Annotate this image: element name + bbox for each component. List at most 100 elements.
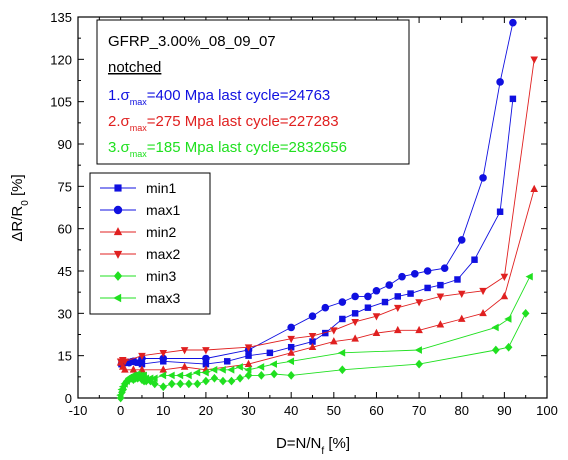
x-tick-label: -10 [69, 403, 88, 418]
y-tick-label: 45 [58, 264, 72, 279]
x-tick-label: 100 [536, 403, 558, 418]
data-point-min3 [142, 376, 151, 386]
annotation-line1: GFRP_3.00%_08_09_07 [108, 33, 276, 50]
data-point-max3 [158, 371, 167, 380]
data-point-min3 [159, 382, 168, 392]
data-point-max3 [210, 365, 218, 374]
data-point-min3 [270, 369, 278, 379]
data-point-min1 [471, 256, 478, 263]
data-point-max3 [175, 371, 184, 380]
data-point-min3 [210, 373, 219, 383]
data-point-min3 [338, 365, 347, 375]
data-point-max2 [500, 273, 509, 282]
data-point-max3 [116, 391, 124, 399]
data-point-max1 [423, 267, 432, 275]
axes: -10 0 10 20 30 40 50 60 70 80 90 100015304560759010… [50, 10, 558, 418]
x-tick-label: 90 [497, 403, 511, 418]
data-point-max2 [530, 56, 539, 64]
data-point-min1 [394, 293, 402, 300]
data-point-max1 [479, 174, 487, 182]
data-point-max3 [256, 363, 265, 371]
y-tick-label: 75 [58, 179, 72, 194]
data-point-max3 [218, 365, 226, 374]
x-tick-label: 80 [454, 403, 468, 418]
y-axis-label: ΔR/R0 [%] [9, 174, 31, 241]
data-point-max2 [202, 347, 210, 355]
legend-swatch-marker [113, 250, 123, 259]
data-point-min3 [257, 371, 266, 380]
annotation-item: 2.σmax=275 Mpa last cycle=227283 [108, 113, 339, 133]
data-point-min3 [492, 345, 500, 355]
data-point-min2 [121, 365, 129, 373]
data-point-max3 [286, 357, 295, 366]
data-point-min1 [245, 352, 252, 359]
legend-item-min1: min1 [100, 180, 177, 196]
data-point-min2 [372, 328, 381, 336]
data-point-max1 [398, 272, 406, 281]
y-tick-label: 120 [50, 52, 72, 67]
data-point-max2 [393, 304, 402, 313]
data-point-min2 [351, 334, 359, 342]
data-point-max2 [330, 327, 338, 335]
data-point-max3 [525, 272, 533, 281]
legend-item-max2: max2 [100, 246, 180, 262]
data-point-min2 [330, 337, 338, 345]
annotation-item: 1.σmax=400 Mpa last cycle=24763 [108, 87, 330, 107]
data-point-min1 [339, 315, 346, 323]
data-point-min1 [138, 360, 146, 368]
legend-swatch-marker [113, 293, 122, 303]
data-point-max3 [235, 363, 243, 371]
data-point-max3 [150, 374, 158, 383]
legend-swatch-marker [113, 271, 123, 281]
data-point-min1 [287, 343, 295, 351]
legend: min1 max1 min2 max2 min3 max3 [89, 172, 211, 315]
data-point-min1 [322, 329, 329, 337]
x-tick-label: 70 [412, 403, 426, 418]
legend-swatch-marker [113, 227, 123, 236]
legend-frame [89, 172, 211, 315]
series-max3 [116, 272, 533, 399]
y-tick-label: 30 [58, 306, 72, 321]
data-point-min2 [129, 365, 138, 373]
x-tick-label: 60 [369, 403, 383, 418]
data-point-max3 [491, 323, 499, 332]
data-point-max2 [436, 293, 445, 301]
annotation-box: GFRP_3.00%_08_09_07 notched 1.σmax=400 M… [96, 19, 410, 165]
series-min2 [116, 184, 539, 373]
data-point-max1 [509, 18, 517, 27]
data-point-max2 [351, 318, 359, 327]
y-tick-label: 0 [65, 391, 72, 406]
data-point-max1 [351, 292, 359, 301]
x-tick-label: 50 [327, 403, 341, 418]
data-point-max2 [159, 349, 168, 358]
data-point-max2 [138, 352, 146, 361]
data-point-max3 [201, 368, 209, 377]
annotation-item: 3.σmax=185 Mpa last cycle=2832656 [108, 139, 347, 159]
legend-label: max3 [146, 290, 180, 306]
legend-item-max3: max3 [100, 290, 180, 306]
data-point-min1 [223, 358, 231, 365]
data-point-min1 [266, 349, 274, 357]
data-point-min1 [496, 208, 504, 215]
legend-item-min2: min2 [100, 224, 177, 240]
data-point-max1 [372, 286, 381, 295]
data-point-min1 [309, 338, 316, 345]
series-line-max2 [120, 59, 535, 362]
legend-swatch-marker [114, 184, 122, 192]
data-point-min1 [509, 95, 517, 103]
data-point-min3 [521, 308, 530, 318]
legend-label: min3 [146, 268, 177, 284]
data-point-min2 [457, 314, 466, 322]
data-point-min2 [436, 320, 445, 328]
y-tick-label: 90 [58, 137, 72, 152]
data-point-max3 [141, 374, 150, 383]
annotation-items: 1.σmax=400 Mpa last cycle=24763 2.σmax=27… [108, 87, 347, 159]
data-point-min1 [407, 290, 414, 297]
data-point-min3 [185, 379, 193, 389]
data-point-max3 [414, 346, 422, 354]
data-point-min1 [454, 276, 461, 283]
data-point-min1 [424, 284, 431, 292]
data-point-max2 [180, 347, 189, 355]
legend-label: min1 [146, 180, 177, 196]
